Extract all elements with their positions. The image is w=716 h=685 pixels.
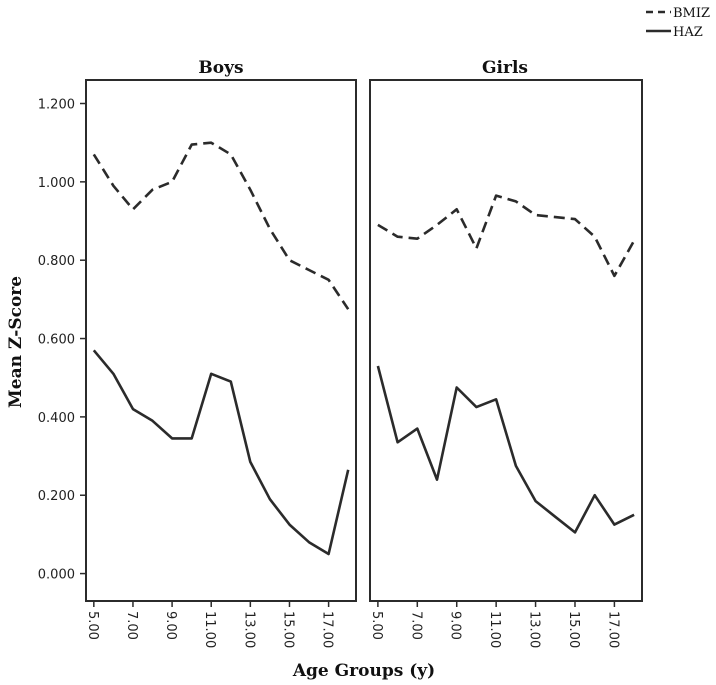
- x-tick-label: 17.00: [605, 611, 620, 648]
- y-tick-label: 0.400: [38, 411, 75, 426]
- x-ticks-girls: 5.00 7.00 9.00 11.00 13.00 15.00 17.00: [369, 601, 620, 648]
- x-tick-label: 15.00: [281, 611, 296, 648]
- x-tick-label: 11.00: [487, 611, 502, 648]
- x-axis-title: Age Groups (y): [292, 661, 435, 681]
- panel-girls: Girls 5.00 7.00 9.00 11.00 13.00 15.00 17.00: [369, 58, 643, 648]
- x-tick-label: 15.00: [566, 611, 581, 648]
- y-tick-label: 1.000: [38, 176, 75, 191]
- series-line-haz-girls: [376, 365, 635, 534]
- x-tick-label: 17.00: [320, 611, 335, 648]
- y-tick-label: 0.600: [38, 333, 75, 348]
- panel-frame-boys: [85, 79, 357, 602]
- y-axis: 0.000 0.200 0.400 0.600 0.800 1.000 1.200: [38, 98, 86, 583]
- series-line-bmiz-boys: [92, 141, 350, 310]
- x-ticks-boys: 5.00 7.00 9.00 11.00 13.00 15.00 17.00: [85, 601, 335, 648]
- y-tick-label: 0.800: [38, 254, 75, 269]
- series-line-haz-boys: [92, 349, 350, 556]
- series-line-bmiz-girls: [377, 194, 636, 278]
- legend: BMIZ HAZ: [646, 6, 710, 40]
- y-tick-label: 0.000: [38, 568, 75, 583]
- y-axis-title: Mean Z-Score: [6, 276, 26, 408]
- x-tick-label: 13.00: [527, 611, 542, 648]
- panel-boys: Boys 5.00 7.00 9.00 11.00 13.00 15.00 17.00: [85, 58, 357, 648]
- x-tick-label: 9.00: [448, 611, 463, 640]
- x-tick-label: 9.00: [163, 611, 178, 640]
- legend-haz-label: HAZ: [673, 25, 703, 40]
- x-tick-label: 5.00: [369, 611, 384, 640]
- panel-title-boys: Boys: [198, 58, 243, 78]
- panel-frame-girls: [369, 79, 643, 602]
- series-layer-boys: [92, 141, 350, 556]
- legend-bmiz-label: BMIZ: [673, 6, 710, 21]
- series-layer-girls: [376, 194, 636, 534]
- x-tick-label: 13.00: [241, 611, 256, 648]
- y-tick-label: 0.200: [38, 489, 75, 504]
- y-tick-label: 1.200: [38, 98, 75, 113]
- x-tick-label: 5.00: [85, 611, 100, 640]
- panel-title-girls: Girls: [482, 58, 528, 78]
- x-tick-label: 7.00: [124, 611, 139, 640]
- x-tick-label: 11.00: [202, 611, 217, 648]
- x-tick-label: 7.00: [408, 611, 423, 640]
